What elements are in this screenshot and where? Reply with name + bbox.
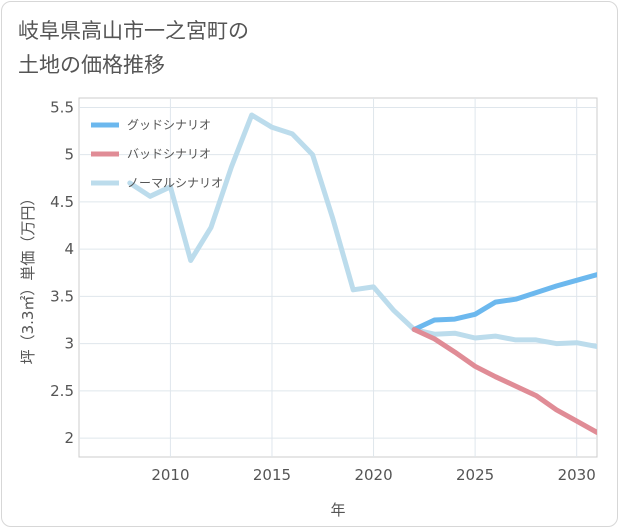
- x-axis-label: 年: [330, 501, 345, 519]
- x-tick-label: 2020: [354, 466, 392, 484]
- y-tick-label: 2.5: [50, 382, 74, 400]
- x-tick-label: 2030: [558, 466, 596, 484]
- grid-lines: [79, 98, 597, 457]
- y-tick-label: 4: [64, 240, 74, 258]
- chart-title: 岐阜県高山市一之宮町の 土地の価格推移: [18, 19, 249, 77]
- legend-label: バッドシナリオ: [127, 147, 211, 161]
- y-axis-label: 坪（3.3㎡）単価（万円）: [19, 191, 37, 365]
- series-line-1: [411, 272, 597, 332]
- series-lines: [127, 112, 597, 435]
- legend-label: グッドシナリオ: [127, 118, 211, 132]
- plot-area: [78, 97, 598, 458]
- x-tick-labels: 2010 2015 2020 2025 2030: [151, 466, 595, 484]
- y-tick-labels: 2 2.5 3 3.5 4 4.5 5 5.5: [50, 98, 74, 447]
- y-tick-label: 3: [64, 335, 74, 353]
- x-tick-label: 2015: [253, 466, 291, 484]
- y-tick-label: 4.5: [50, 193, 74, 211]
- y-tick-label: 5.5: [50, 98, 74, 116]
- series-line-3: [127, 112, 597, 349]
- x-tick-label: 2010: [151, 466, 189, 484]
- y-tick-label: 3.5: [50, 287, 74, 305]
- y-tick-label: 2: [64, 429, 74, 447]
- y-tick-label: 5: [64, 146, 74, 164]
- x-tick-label: 2025: [456, 466, 494, 484]
- legend-label: ノーマルシナリオ: [127, 176, 223, 190]
- series-line-2: [411, 327, 597, 435]
